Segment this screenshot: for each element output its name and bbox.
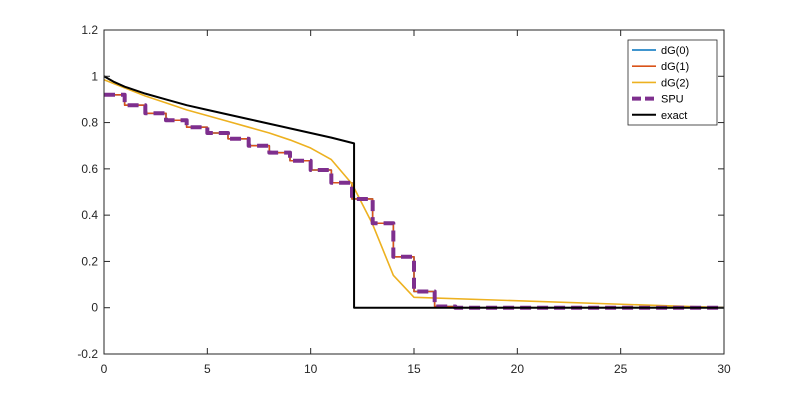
legend-label-dg-1: dG(1) xyxy=(661,61,689,73)
y-tick-label: 0.4 xyxy=(81,208,98,222)
y-tick-label: 1 xyxy=(91,69,98,83)
series-line-spu xyxy=(104,92,724,310)
x-tick-label: 25 xyxy=(614,362,628,376)
legend-label-spu: SPU xyxy=(661,94,684,106)
legend-label-exact: exact xyxy=(661,110,687,122)
legend: dG(0) dG(1) dG(2) SPU exact xyxy=(627,39,718,126)
series-layer xyxy=(103,75,725,310)
x-tick-label: 5 xyxy=(204,362,211,376)
x-tick-label: 30 xyxy=(717,362,731,376)
y-tick-label: 0.2 xyxy=(81,254,98,268)
x-tick-label: 0 xyxy=(101,362,108,376)
y-tick-label: -0.2 xyxy=(77,347,98,361)
x-tick-label: 15 xyxy=(407,362,421,376)
legend-label-dg-2: dG(2) xyxy=(661,77,689,89)
plot-area xyxy=(104,30,724,354)
series-line-exact xyxy=(103,75,724,309)
legend-label-dg-0: dG(0) xyxy=(661,45,689,57)
x-tick-label: 10 xyxy=(304,362,318,376)
axes-layer: 0 5 10 15 20 25 30-0.200.20.40.60.811.2 xyxy=(77,23,731,376)
y-tick-label: 0.8 xyxy=(81,116,98,130)
x-tick-label: 20 xyxy=(511,362,525,376)
y-tick-label: 1.2 xyxy=(81,23,98,37)
series-line-dg-2 xyxy=(103,79,725,309)
y-tick-label: 0.6 xyxy=(81,162,98,176)
y-tick-label: 0 xyxy=(91,301,98,315)
